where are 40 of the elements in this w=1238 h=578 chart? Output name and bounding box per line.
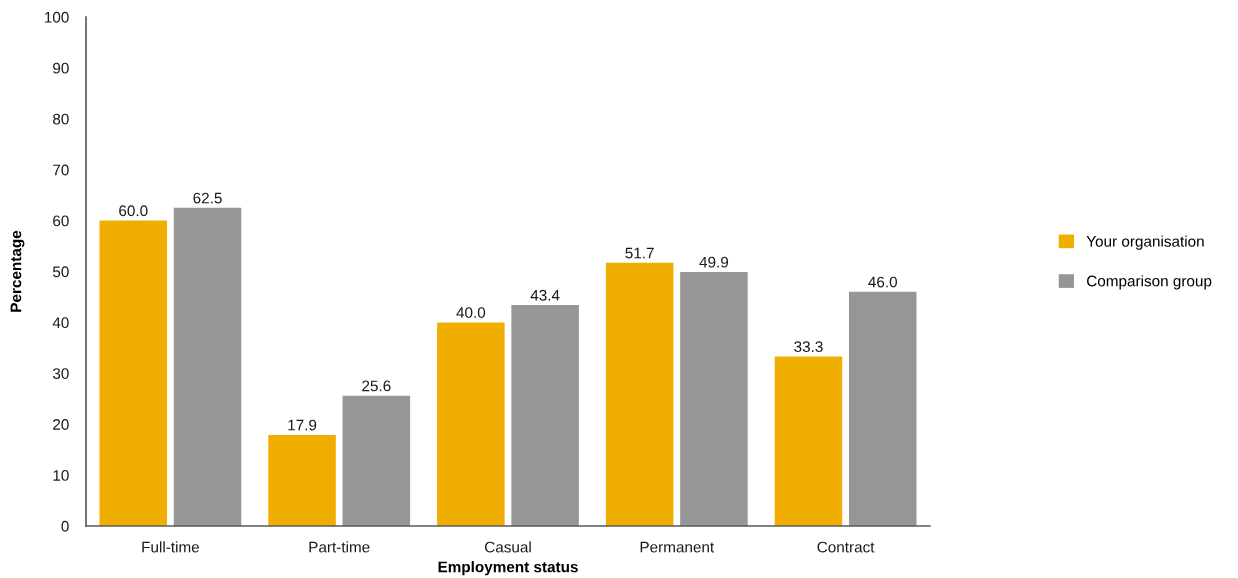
y-tick-label: 100 — [45, 11, 69, 23]
data-label: 62.5 — [193, 192, 222, 204]
data-label: 43.4 — [530, 289, 560, 301]
bar — [437, 322, 505, 526]
bar — [774, 356, 843, 526]
y-tick-label: 10 — [53, 469, 69, 481]
y-tick-label: 90 — [53, 62, 69, 74]
data-label: 40.0 — [456, 307, 486, 318]
y-tick-label: 60 — [53, 215, 69, 227]
bar — [268, 434, 336, 526]
y-tick-label: 50 — [52, 266, 69, 278]
x-tick-label: Permanent — [640, 541, 715, 553]
legend-label: Comparison group — [1087, 275, 1212, 290]
legend-label: Your organisation — [1086, 235, 1204, 250]
y-tick-label: 40 — [52, 317, 69, 329]
bar — [511, 305, 579, 526]
data-label: 49.9 — [699, 256, 729, 268]
bar — [99, 220, 168, 526]
data-label: 60.0 — [119, 205, 148, 217]
y-tick-label: 80 — [53, 113, 69, 125]
data-label: 33.3 — [794, 341, 823, 353]
data-label: 46.0 — [868, 276, 898, 288]
x-tick-label: Contract — [817, 541, 875, 553]
y-axis-title: Percentage — [10, 230, 25, 312]
x-axis-title: Employment status — [438, 561, 578, 576]
y-tick-label: 20 — [53, 419, 69, 430]
data-label: 17.9 — [288, 419, 317, 431]
x-tick-label: Casual — [485, 541, 531, 553]
y-tick-label: 70 — [53, 164, 69, 176]
data-label: 25.6 — [362, 380, 391, 392]
y-tick-label: 0 — [61, 520, 69, 532]
data-label: 51.7 — [625, 247, 654, 259]
x-tick-label: Full-time — [142, 541, 200, 553]
bar — [342, 395, 411, 526]
bar — [848, 291, 917, 526]
y-tick-label: 30 — [52, 368, 69, 379]
x-tick-label: Part-time — [309, 541, 370, 553]
bar — [680, 272, 748, 526]
bar — [173, 207, 242, 526]
bar — [605, 262, 674, 526]
